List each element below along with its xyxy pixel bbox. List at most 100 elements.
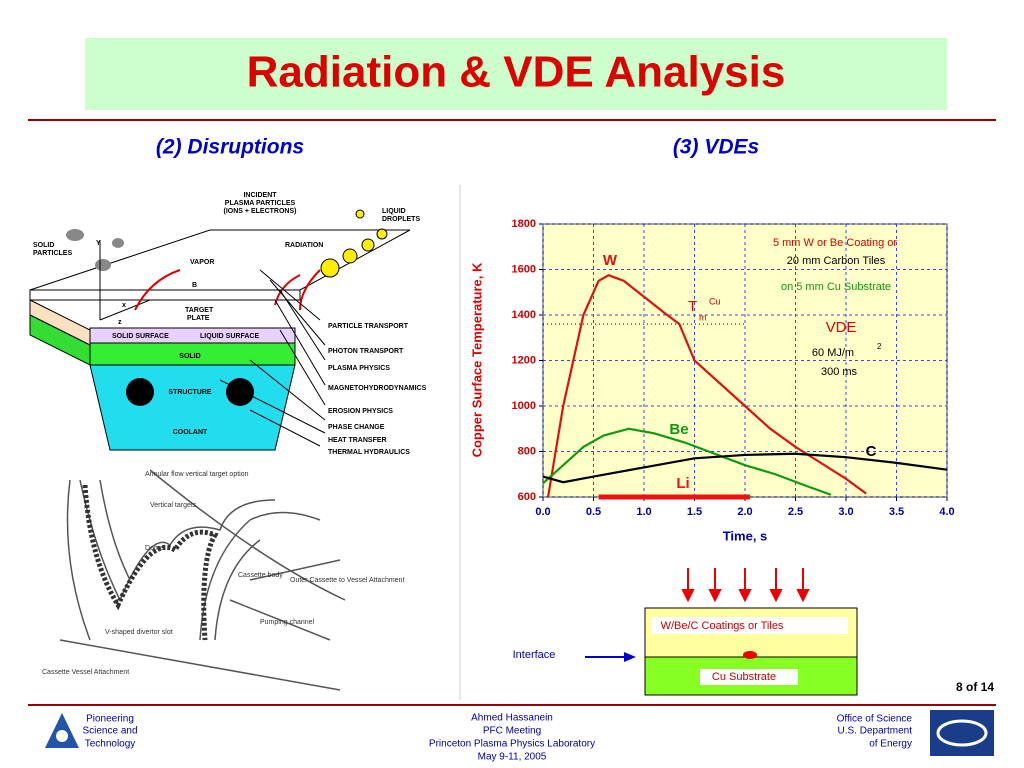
label: TARGET [185,307,214,314]
series-label: Li [676,475,689,492]
x-tick-label: 1.5 [687,506,702,518]
label: Y [96,240,101,247]
footer-text: Ahmed Hassanein [471,713,553,724]
footer-text: U.S. Department [838,726,913,737]
label-box [700,669,798,685]
footer-text: Princeton Plasma Physics Laboratory [429,739,595,750]
label: Dome [145,545,164,552]
coolant-pipe [126,378,154,406]
footer-text: Pioneering [86,714,134,725]
substrate-label: Cu Substrate [712,671,776,683]
structure [89,364,296,451]
x-tick-label: 1.0 [636,506,651,518]
annotation: 300 ms [821,366,858,378]
label-box [652,617,848,634]
footer-text: Technology [85,739,136,750]
y-tick-label: 1200 [512,354,536,366]
annotations: 5 mm W or Be Coating or 20 mm Carbon Til… [688,237,897,378]
doe-logo [936,719,988,747]
series-line [546,273,867,498]
process-label: EROSION PHYSICS [328,408,393,415]
title-box [85,38,947,110]
process-label: PLASMA PHYSICS [328,365,390,372]
label: x [122,302,126,309]
doe-logo [930,710,994,756]
label: Cassette body [238,572,283,579]
page-number: 8 of 14 [956,680,994,694]
label: Vertical targets [150,502,197,509]
plate-top [29,289,301,301]
y-tick-label: 600 [518,491,536,503]
x-tick-label: 0.5 [586,506,601,518]
y-tick-label: 1400 [512,309,536,321]
title: Radiation & VDE Analysis [247,48,786,97]
label: B [192,282,197,289]
annotation: 5 mm W or Be Coating or [773,237,897,249]
series-line [542,452,948,484]
label: RADIATION [285,242,323,249]
label: DROPLETS [382,216,420,223]
y-tick-label: 1000 [512,400,536,412]
label: V-shaped divertor slot [105,629,173,636]
label: INCIDENT [243,192,277,199]
footer-text: of Energy [869,739,912,750]
label: (IONS + ELECTRONS) [224,208,297,215]
disruption-diagram: INCIDENT PLASMA PARTICLES (IONS + ELECTR… [29,192,427,456]
droplet [355,209,365,219]
right-heading: (3) VDEs [673,136,759,159]
divertor-drawing: Annular flow vertical target option Vert… [40,468,404,700]
annotation: m [699,312,707,322]
label: z [118,319,122,326]
label: LIQUID [382,208,406,215]
interface-arrowhead [624,652,636,662]
x-axis-label: Time, s [723,528,768,543]
annotation: T [688,298,697,315]
label: SOLID [179,353,200,360]
label: PLATE [187,315,210,322]
footer-text: PFC Meeting [483,726,541,737]
label: SOLID SURFACE [112,333,169,340]
annotation: VDE [826,319,857,336]
process-label: HEAT TRANSFER [328,437,387,444]
interface-label: Interface [513,649,556,661]
annotation: 2 [877,342,882,351]
label: PARTICLES [33,250,72,257]
annotation: 20 mm Carbon Tiles [787,255,886,267]
process-label: THERMAL HYDRAULICS [328,449,410,456]
series-labels: W Be C Li [603,252,877,492]
footer-text: Office of Science [837,714,913,725]
x-tick-label: 3.5 [889,506,904,518]
process-list: PARTICLE TRANSPORT PHOTON TRANSPORT PLASMA… [328,323,427,456]
x-tick-label: 0.0 [535,506,550,518]
footer-text: May 9-11, 2005 [478,752,547,763]
label: Pumping channel [260,619,315,626]
footer-text: Science and [82,726,137,737]
x-tick-label: 4.0 [939,506,954,518]
label: STRUCTURE [168,389,211,396]
annotation: on 5 mm Cu Substrate [781,281,891,293]
particle [112,238,124,248]
y-tick-label: 1600 [512,263,536,275]
label: Annular flow vertical target option [145,471,249,478]
droplet [361,238,375,252]
series-label: W [603,252,618,269]
process-label: MAGNETOHYDRODYNAMICS [328,385,427,392]
series-line [542,427,832,496]
x-tick-label: 2.5 [788,506,803,518]
coolant-pipe [226,378,254,406]
droplet [342,248,358,264]
particle [95,259,111,271]
heat-arrows [681,568,810,603]
drawing-lines [59,469,346,691]
label: COOLANT [173,429,208,436]
particle [66,229,84,241]
process-label: PHOTON TRANSPORT [328,348,404,355]
axes [99,240,151,321]
x-tick-label: 3.0 [838,506,853,518]
annotation: 60 MJ/m [812,347,854,359]
annotation: Cu [709,296,721,306]
y-tick-label: 800 [518,445,536,457]
coating-label: W/Be/C Coatings or Tiles [661,620,784,632]
label: LIQUID SURFACE [200,333,259,340]
